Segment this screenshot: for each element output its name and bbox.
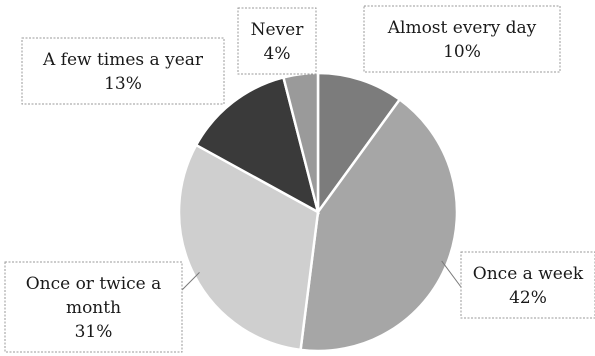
leader-lines	[181, 260, 462, 291]
data-label-category: Never	[251, 20, 305, 40]
data-label-category: Once or twice a	[26, 274, 162, 294]
data-label-value: 42%	[509, 288, 547, 308]
data-labels: Almost every day 10% Once a week 42% Once or…	[4, 5, 595, 353]
pie-slices	[177, 71, 459, 353]
data-label-value: 4%	[264, 44, 291, 64]
data-label-once-or-twice-a-month: Once or twice a month 31%	[4, 261, 183, 353]
data-label-category: Once a week	[473, 264, 584, 284]
leader-line-once-a-week	[441, 260, 462, 288]
data-label-once-a-week: Once a week 42%	[460, 251, 595, 319]
data-label-box	[21, 37, 225, 105]
data-label-value: 13%	[104, 74, 142, 94]
data-label-never: Never 4%	[237, 7, 317, 75]
data-label-a-few-times-a-year: A few times a year 13%	[21, 37, 225, 105]
pie-slice-once-or-twice-a-month	[177, 143, 320, 352]
data-label-value: 31%	[75, 322, 113, 342]
data-label-category: A few times a year	[42, 50, 204, 70]
data-label-category: month	[66, 298, 121, 318]
data-label-box	[460, 251, 595, 319]
pie-slice-almost-every-day	[316, 71, 402, 216]
data-label-category: Almost every day	[387, 18, 537, 38]
data-label-value: 10%	[443, 42, 481, 62]
leader-line-once-or-twice-a-month	[181, 272, 200, 291]
data-label-box	[4, 261, 183, 353]
data-label-almost-every-day: Almost every day 10%	[363, 5, 561, 73]
data-label-box	[237, 7, 317, 75]
pie-slice-once-a-week	[299, 97, 459, 353]
data-label-box	[363, 5, 561, 73]
pie-slice-a-few-times-a-year	[194, 75, 320, 215]
